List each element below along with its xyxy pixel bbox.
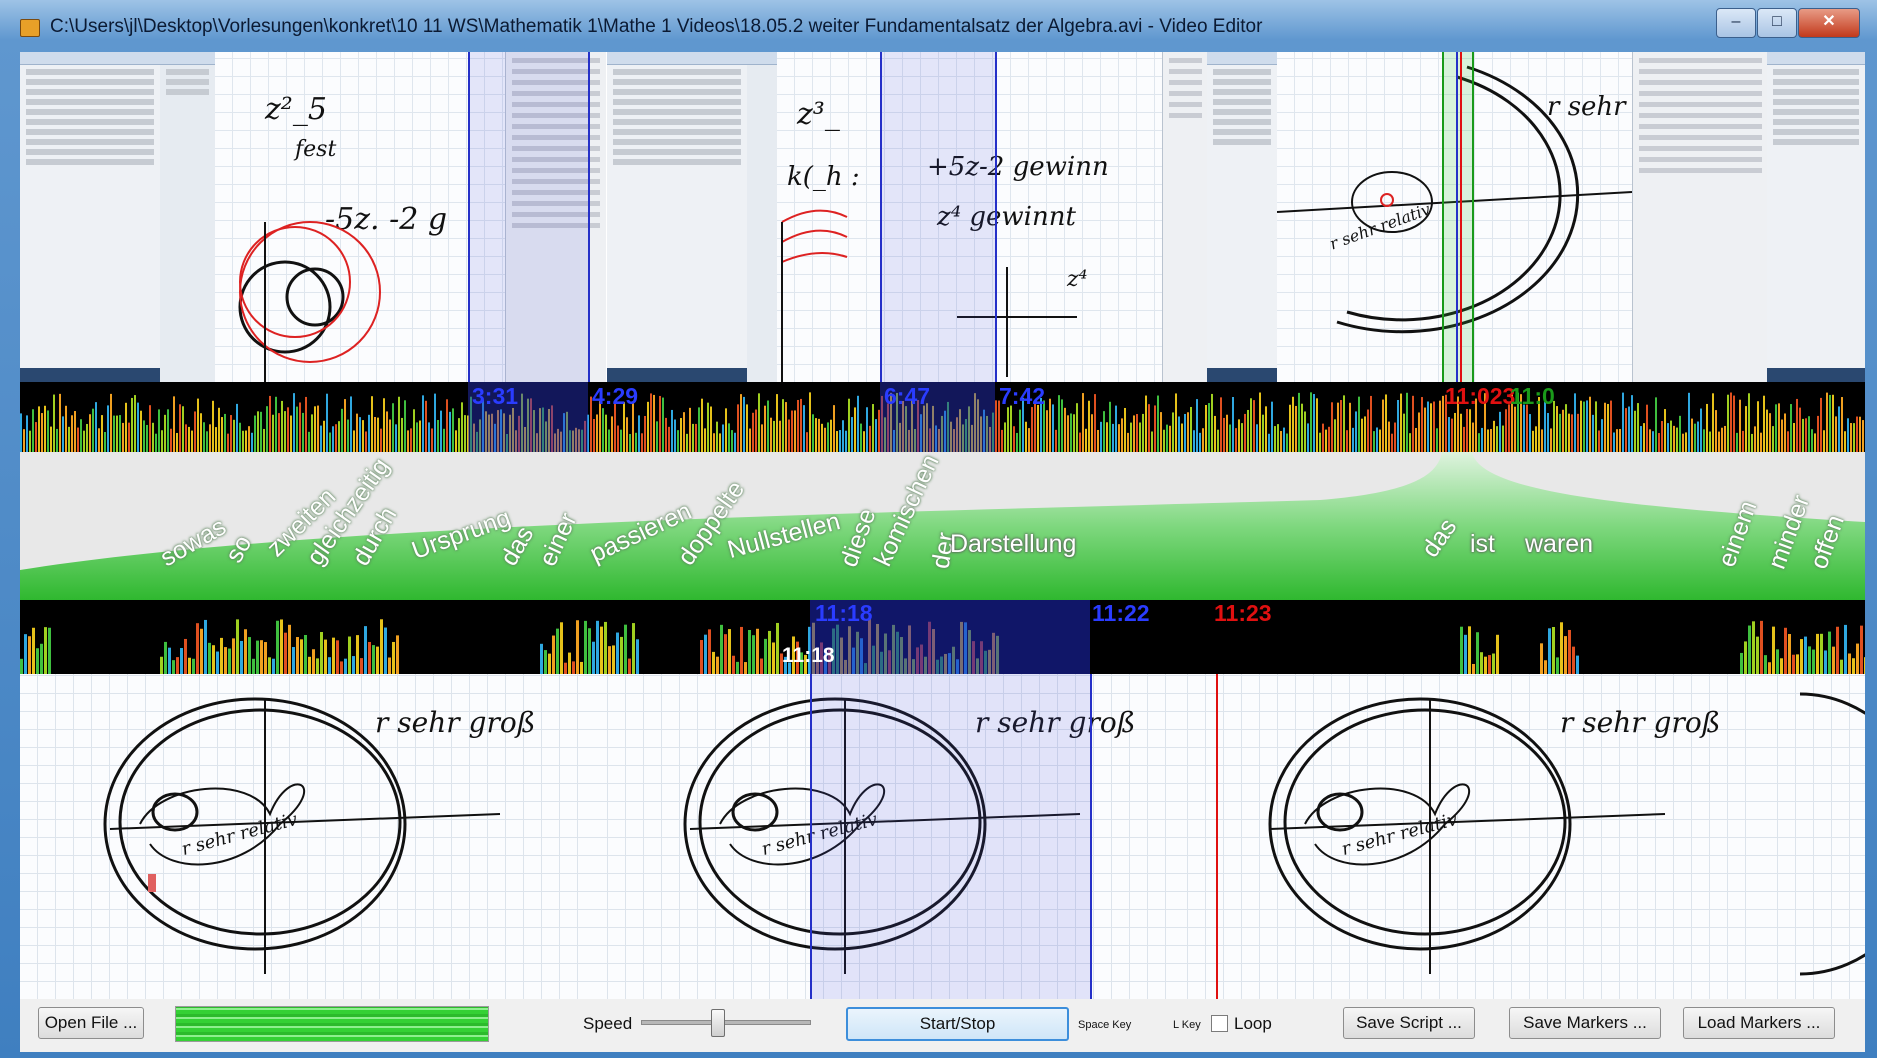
title-bar[interactable]: C:\Users\jl\Desktop\Vorlesungen\konkret\… bbox=[0, 0, 1877, 52]
marker-band[interactable] bbox=[468, 382, 588, 452]
selection-line[interactable] bbox=[1442, 52, 1444, 382]
selection-time-label: 11:0 bbox=[1510, 383, 1555, 409]
overview-audio-waveform[interactable]: 3:31 4:29 6:47 7:42 11:023 11:0 bbox=[20, 382, 1865, 452]
speed-slider-track[interactable] bbox=[641, 1020, 811, 1025]
thumbnail-frame: r sehr r sehr relativ bbox=[1277, 52, 1633, 382]
thumbnail-frame: z³_ k(_h : +5z-2 gewinn z⁴ gewinnt z⁴ bbox=[777, 52, 1163, 382]
loop-label: Loop bbox=[1234, 1014, 1272, 1033]
ink-text: k(_h : bbox=[787, 162, 860, 192]
thumbnail-explorer-pane bbox=[1767, 52, 1865, 382]
marker-line[interactable] bbox=[880, 52, 882, 382]
loading-progress-bar bbox=[175, 1006, 489, 1042]
bottom-toolbar: Open File ... Speed Start/Stop Space Key… bbox=[20, 999, 1865, 1052]
thumbnail-explorer-pane bbox=[160, 52, 216, 382]
speed-label: Speed bbox=[583, 1014, 633, 1033]
ink-text: r sehr groß bbox=[1560, 706, 1721, 739]
ink-drawing bbox=[1268, 697, 1666, 974]
marker-time-label: 11:18 bbox=[815, 600, 873, 626]
ink-drawing bbox=[1799, 692, 1865, 976]
ink-text: r sehr groß bbox=[375, 706, 536, 739]
ink-text: r sehr bbox=[1547, 92, 1626, 122]
maximize-button[interactable]: □ bbox=[1757, 8, 1797, 38]
thumbnail-strip[interactable]: z²_5 fest -5z. -2 g z³_ k(_h bbox=[20, 52, 1865, 382]
open-file-button[interactable]: Open File ... bbox=[38, 1007, 144, 1039]
current-time-label: 11:18 bbox=[782, 644, 835, 667]
editor-client-area: z²_5 fest -5z. -2 g z³_ k(_h bbox=[20, 52, 1865, 1052]
thumbnail-explorer-pane bbox=[20, 52, 161, 382]
space-key-hint: Space Key bbox=[1078, 1019, 1132, 1031]
playhead-time-label: 11:023 bbox=[1445, 383, 1516, 409]
waveform-bars bbox=[20, 392, 1864, 452]
marker-band[interactable] bbox=[468, 52, 588, 382]
thumbnail-code-pane bbox=[1162, 52, 1208, 382]
transcript-word[interactable]: Darstellung bbox=[950, 530, 1077, 558]
marker-line[interactable] bbox=[995, 52, 997, 382]
l-key-hint: L Key bbox=[1173, 1019, 1201, 1031]
thumbnail-explorer-pane bbox=[1207, 52, 1278, 382]
marker-band[interactable] bbox=[880, 382, 995, 452]
marker-line[interactable] bbox=[1090, 674, 1092, 999]
ink-drawing bbox=[683, 697, 1081, 974]
playhead-time-label: 11:23 bbox=[1214, 600, 1272, 626]
marker-time-label: 3:31 bbox=[472, 383, 519, 409]
marker-band[interactable] bbox=[810, 674, 1090, 999]
selection-line[interactable] bbox=[1472, 52, 1474, 382]
video-frame bbox=[1760, 674, 1865, 999]
marker-time-label: 7:42 bbox=[999, 383, 1046, 409]
playhead-line[interactable] bbox=[1460, 52, 1462, 382]
transcript-word[interactable]: waren bbox=[1525, 530, 1594, 558]
marker-line[interactable] bbox=[588, 52, 590, 382]
marker-line[interactable] bbox=[468, 52, 470, 382]
playhead-line[interactable] bbox=[1216, 674, 1218, 999]
ink-drawing bbox=[238, 221, 381, 382]
ink-text: +5z-2 gewinn bbox=[927, 152, 1109, 182]
speed-slider-thumb[interactable] bbox=[710, 1009, 725, 1037]
minimize-button[interactable]: – bbox=[1716, 8, 1756, 38]
ink-text: fest bbox=[295, 137, 337, 162]
ink-text: z⁴ gewinnt bbox=[937, 202, 1076, 232]
transcript-word-band[interactable]: sowas so zweiten gleichzeitig durch Ursprung d… bbox=[20, 452, 1865, 600]
video-frame: r sehr groß r sehr relativ bbox=[20, 674, 593, 999]
marker-line[interactable] bbox=[1456, 52, 1458, 382]
transcript-word[interactable]: ist bbox=[1470, 530, 1495, 558]
zoomed-frame-strip[interactable]: r sehr groß r sehr relativ r sehr groß r… bbox=[20, 674, 1865, 999]
thumbnail-explorer-pane bbox=[747, 52, 778, 382]
zoomed-audio-waveform[interactable]: 11:18 11:22 11:23 11:18 bbox=[20, 600, 1865, 674]
marker-band[interactable] bbox=[810, 600, 1090, 674]
ink-drawing bbox=[781, 209, 1077, 382]
ink-text: r sehr groß bbox=[975, 706, 1136, 739]
ink-text: z³_ bbox=[797, 97, 840, 132]
save-markers-button[interactable]: Save Markers ... bbox=[1509, 1007, 1661, 1039]
ink-text: z⁴ bbox=[1067, 267, 1088, 292]
marker-time-label: 4:29 bbox=[592, 383, 639, 409]
marker-band[interactable] bbox=[880, 52, 995, 382]
marker-time-label: 6:47 bbox=[884, 383, 931, 409]
thumbnail-code-pane bbox=[1632, 52, 1768, 382]
ink-drawing bbox=[103, 697, 501, 974]
zoom-fan bbox=[20, 452, 1865, 600]
video-frame: r sehr groß r sehr relativ bbox=[1170, 674, 1763, 999]
ink-text: z²_5 bbox=[265, 92, 327, 127]
video-frame: r sehr groß r sehr relativ bbox=[590, 674, 1173, 999]
marker-time-label: 11:22 bbox=[1092, 600, 1150, 626]
window-title: C:\Users\jl\Desktop\Vorlesungen\konkret\… bbox=[50, 16, 1263, 37]
app-icon bbox=[20, 19, 40, 37]
ink-drawing bbox=[1277, 65, 1632, 334]
thumbnail-explorer-pane bbox=[607, 52, 748, 382]
thumbnail-frame: z²_5 fest -5z. -2 g bbox=[215, 52, 506, 382]
load-markers-button[interactable]: Load Markers ... bbox=[1683, 1007, 1835, 1039]
close-button[interactable]: ✕ bbox=[1798, 8, 1860, 38]
start-stop-button[interactable]: Start/Stop bbox=[846, 1007, 1069, 1041]
marker-line[interactable] bbox=[810, 674, 812, 999]
loop-checkbox[interactable] bbox=[1211, 1015, 1228, 1032]
save-script-button[interactable]: Save Script ... bbox=[1343, 1007, 1475, 1039]
